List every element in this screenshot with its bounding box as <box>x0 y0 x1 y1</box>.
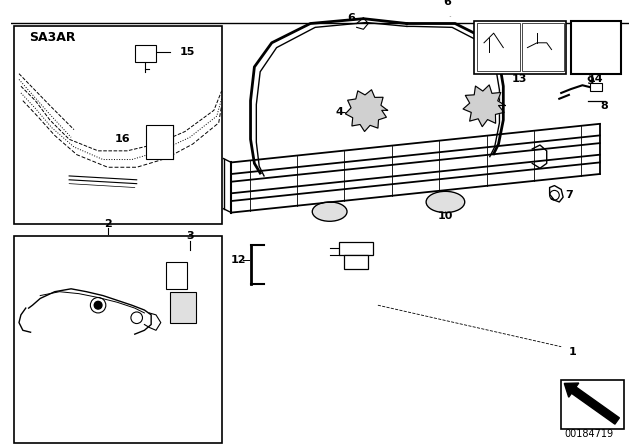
Polygon shape <box>463 85 505 127</box>
Text: 4: 4 <box>335 107 343 117</box>
Text: i: i <box>591 36 600 60</box>
Text: 00184719: 00184719 <box>564 429 613 439</box>
Bar <box>339 241 373 255</box>
Text: 13: 13 <box>512 74 527 85</box>
Bar <box>14 236 221 443</box>
Bar <box>590 83 602 91</box>
Text: 1: 1 <box>569 346 577 357</box>
Text: 6: 6 <box>347 13 355 23</box>
Ellipse shape <box>313 203 346 220</box>
Text: 11: 11 <box>351 254 366 264</box>
Bar <box>571 21 621 73</box>
Text: 12: 12 <box>230 255 246 265</box>
Text: 8: 8 <box>601 100 609 111</box>
Bar <box>344 255 368 268</box>
Bar <box>477 23 520 71</box>
Text: 3: 3 <box>186 231 193 241</box>
Text: 15: 15 <box>180 47 195 57</box>
Bar <box>147 125 173 159</box>
Text: SA3AR: SA3AR <box>29 31 75 44</box>
Ellipse shape <box>427 192 464 211</box>
Text: 9: 9 <box>586 77 594 86</box>
Bar <box>14 26 221 224</box>
Text: 7: 7 <box>565 190 573 200</box>
Circle shape <box>94 302 102 309</box>
Polygon shape <box>346 90 388 131</box>
FancyArrow shape <box>564 383 620 424</box>
Bar <box>561 380 624 429</box>
Text: 5: 5 <box>490 96 497 106</box>
Text: 16: 16 <box>115 134 130 144</box>
Text: 2: 2 <box>104 219 111 229</box>
Bar <box>474 21 566 73</box>
Text: 10: 10 <box>438 211 453 221</box>
Bar <box>522 23 564 71</box>
Text: 14: 14 <box>588 74 604 85</box>
Text: 6: 6 <box>444 0 451 7</box>
Bar <box>135 45 156 62</box>
Bar <box>170 292 196 323</box>
Bar <box>166 262 187 289</box>
